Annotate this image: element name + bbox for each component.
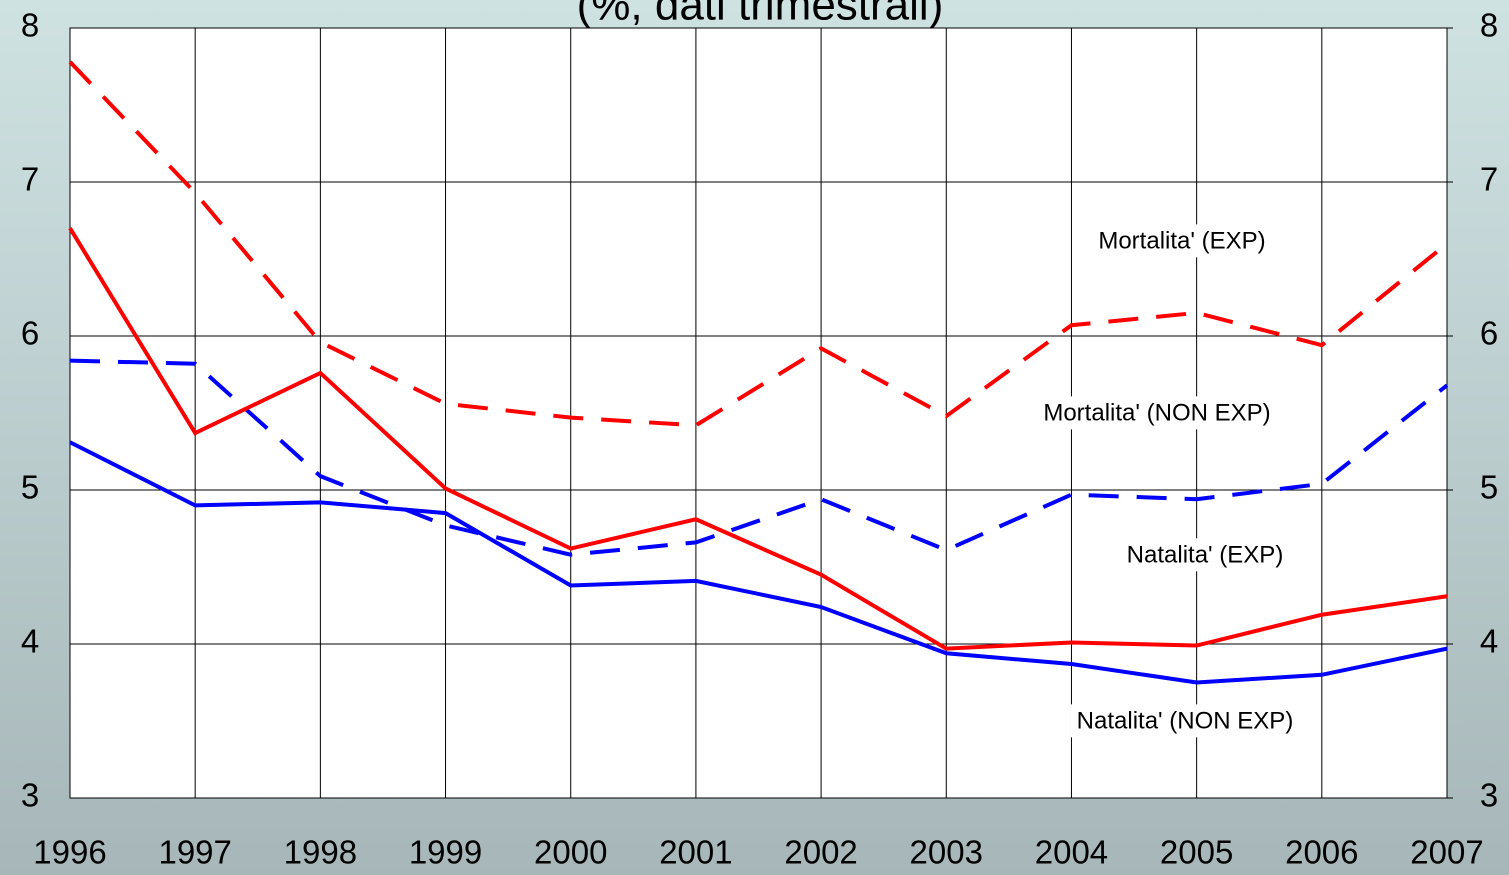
- series-label-bg: [1120, 538, 1290, 572]
- series-label-bg: [1092, 224, 1272, 258]
- series-label: Natalita' (NON EXP): [1077, 707, 1294, 734]
- x-tick-label: 2007: [1410, 834, 1483, 871]
- y2-tick-label: 6: [1480, 315, 1498, 352]
- y-tick-label: 6: [21, 315, 39, 352]
- chart-title: (%, dati trimestrali): [577, 0, 944, 30]
- x-tick-label: 2001: [659, 834, 732, 871]
- series-line: [69, 358, 1449, 557]
- series-line: [68, 60, 1449, 428]
- x-tick-label: 1999: [409, 834, 482, 871]
- y2-tick-label: 3: [1480, 777, 1498, 814]
- x-tick-label: 1998: [284, 834, 357, 871]
- series-label: Mortalita' (EXP): [1098, 227, 1265, 254]
- y2-tick-label: 7: [1480, 161, 1498, 198]
- series-line: [68, 227, 1448, 651]
- series-label: Natalita' (EXP): [1127, 541, 1284, 568]
- y2-tick-label: 5: [1480, 469, 1498, 506]
- x-tick-label: 2000: [534, 834, 607, 871]
- x-tick-label: 2006: [1285, 834, 1358, 871]
- x-tick-label: 2002: [784, 834, 857, 871]
- y-tick-label: 4: [21, 623, 39, 660]
- y-tick-label: 8: [21, 7, 39, 44]
- series-label-bg: [1037, 396, 1277, 430]
- x-tick-label: 2003: [910, 834, 983, 871]
- x-tick-label: 2004: [1035, 834, 1108, 871]
- y2-tick-label: 4: [1480, 623, 1498, 660]
- x-tick-label: 2005: [1160, 834, 1233, 871]
- y-tick-label: 5: [21, 469, 39, 506]
- y-tick-label: 3: [21, 777, 39, 814]
- series-label-bg: [1070, 704, 1300, 738]
- x-tick-label: 1996: [33, 834, 106, 871]
- y2-tick-label: 8: [1480, 7, 1498, 44]
- x-tick-label: 1997: [158, 834, 231, 871]
- series-label: Mortalita' (NON EXP): [1043, 399, 1270, 426]
- y-tick-label: 7: [21, 161, 39, 198]
- series-line: [69, 440, 1448, 685]
